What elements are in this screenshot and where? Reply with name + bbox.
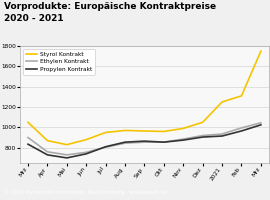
Text: © 2021 Kunststoff Information, Bad Homburg · www.kiweb.de: © 2021 Kunststoff Information, Bad Hombu… bbox=[4, 190, 167, 195]
Text: Vorprodukte: Europäische Kontraktpreise
2020 - 2021: Vorprodukte: Europäische Kontraktpreise … bbox=[4, 2, 216, 23]
Legend: Styrol Kontrakt, Ethylen Kontrakt, Propylen Kontrakt: Styrol Kontrakt, Ethylen Kontrakt, Propy… bbox=[23, 49, 95, 75]
